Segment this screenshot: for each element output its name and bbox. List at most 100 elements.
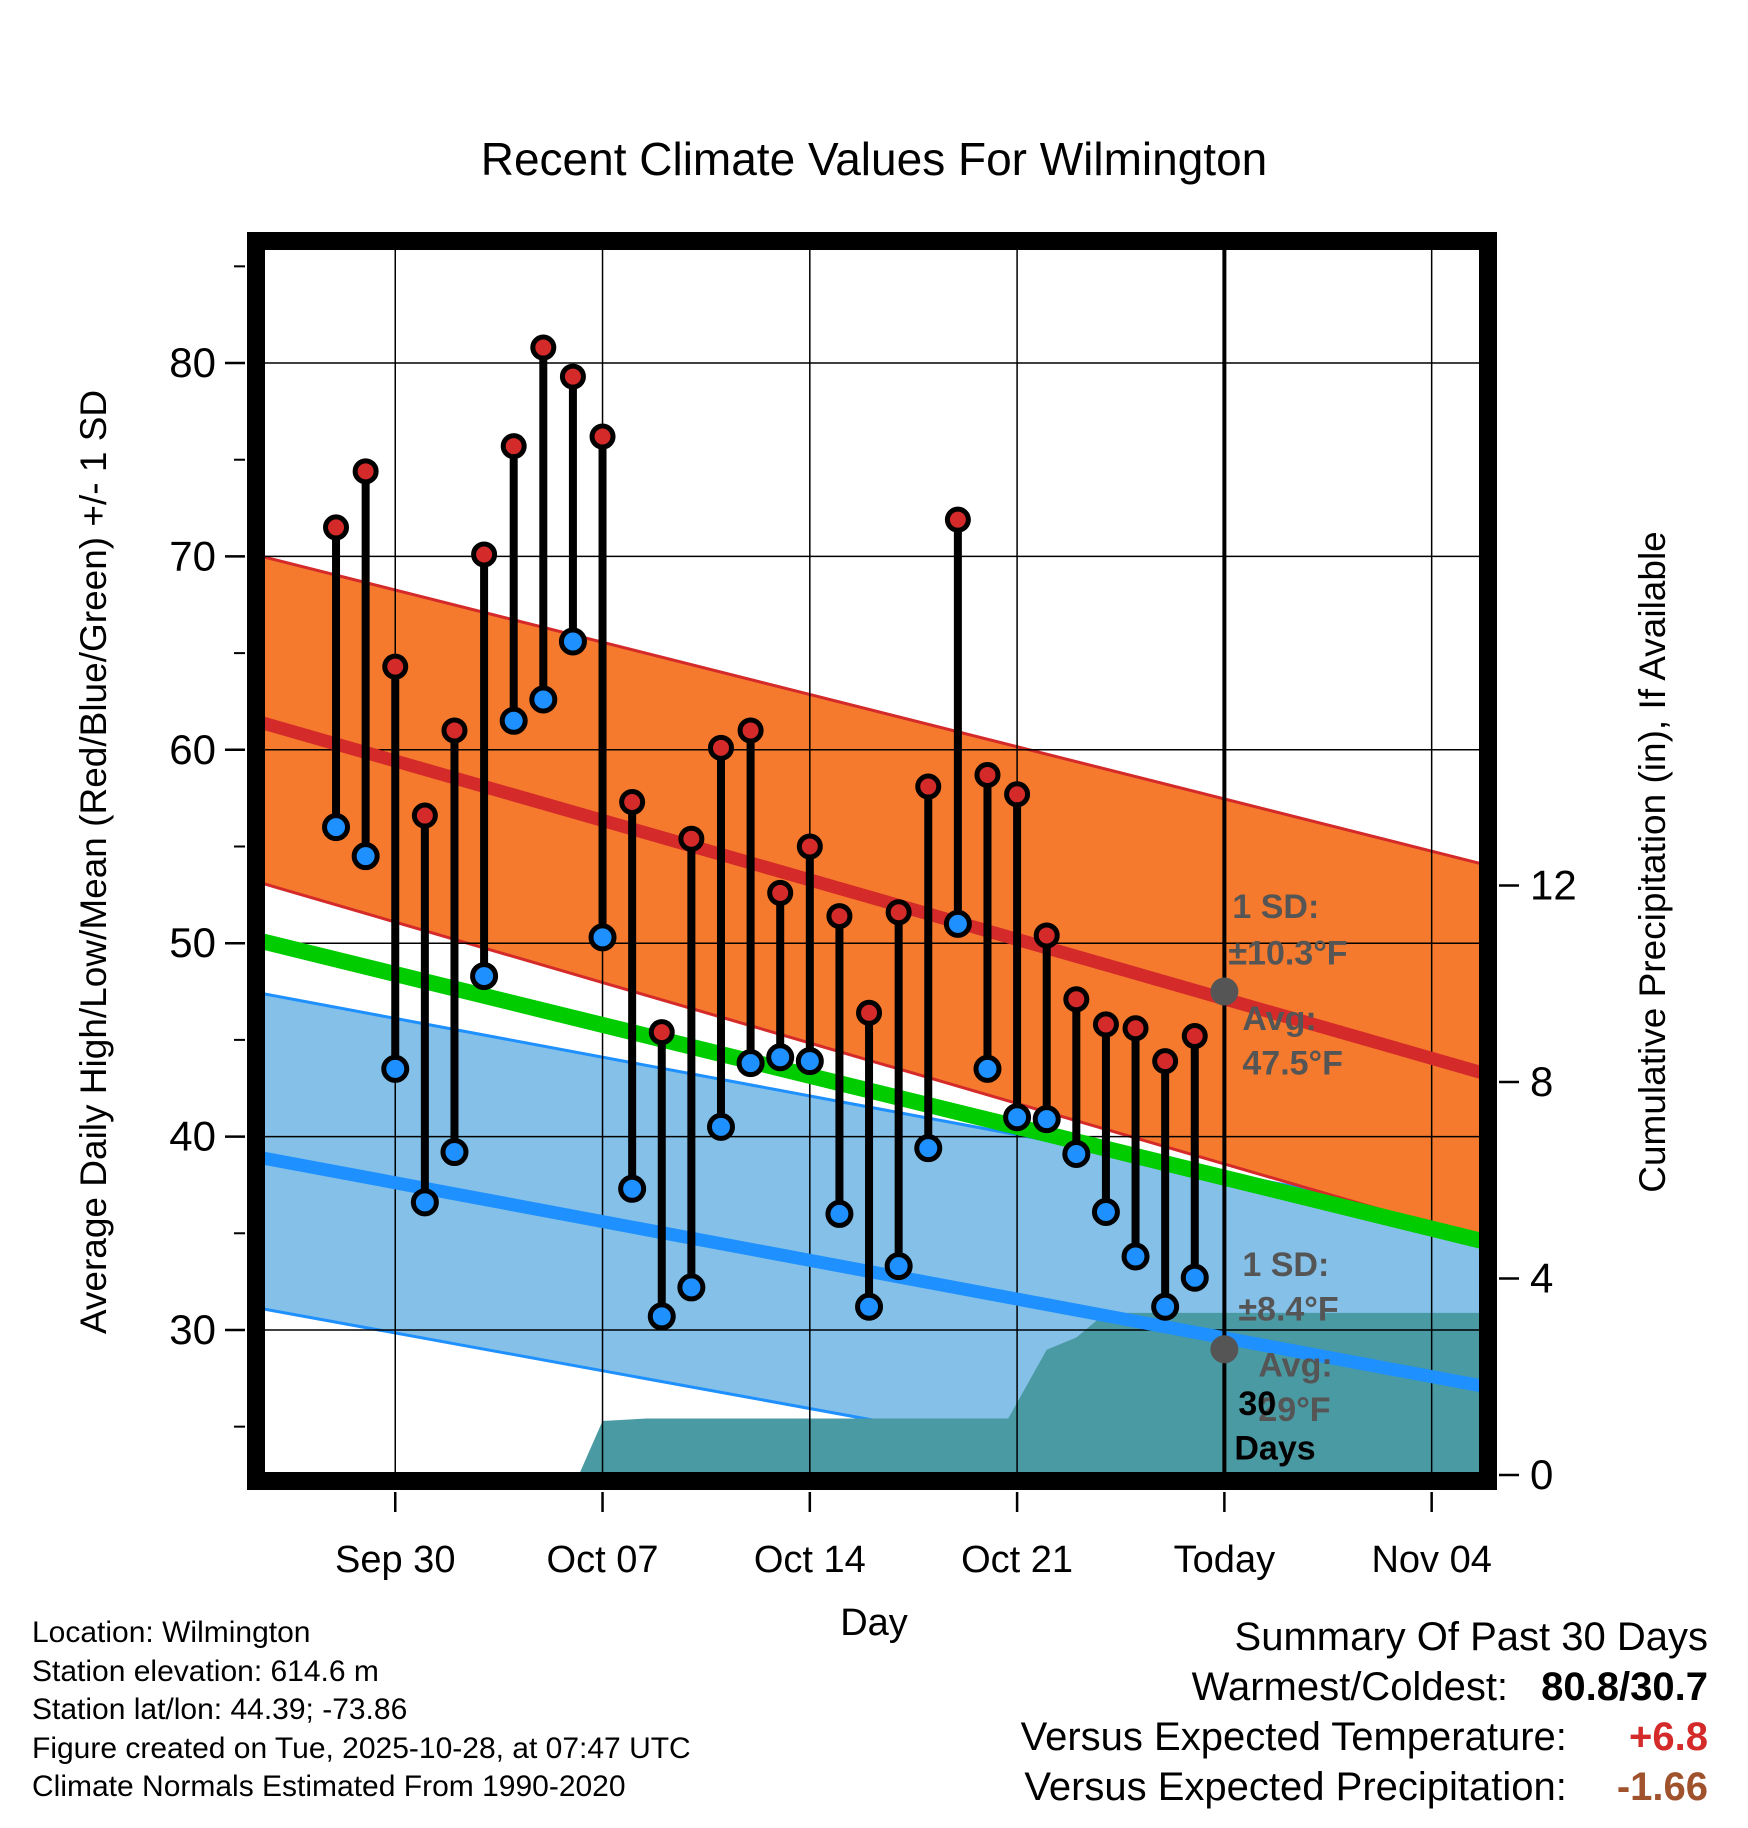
daily-low-point xyxy=(647,1302,676,1331)
daily-high-point xyxy=(1004,781,1031,808)
y-left-tick-label: 50 xyxy=(169,919,216,966)
y-right-tick-label: 0 xyxy=(1530,1451,1553,1498)
daily-high-point xyxy=(441,717,468,744)
daily-low-point xyxy=(588,923,617,952)
low-avg-label: Avg: xyxy=(1258,1346,1332,1384)
y-right-tick-label: 12 xyxy=(1530,862,1577,909)
daily-high-point xyxy=(648,1019,675,1046)
daily-low-point xyxy=(1062,1139,1091,1168)
daily-low-point xyxy=(1180,1263,1209,1292)
info-normals: Climate Normals Estimated From 1990-2020 xyxy=(32,1770,626,1803)
daily-low-point xyxy=(855,1292,884,1321)
daily-high-point xyxy=(944,506,971,533)
daily-high-point xyxy=(1033,922,1060,949)
y-axis-label-right: Cumulative Precipitation (in), If Availa… xyxy=(1632,531,1673,1193)
chart-title: Recent Climate Values For Wilmington xyxy=(481,133,1268,185)
daily-low-point xyxy=(1091,1197,1120,1226)
summary-panel: Summary Of Past 30 Days Warmest/Coldest:… xyxy=(1021,1612,1708,1812)
x-tick-label: Oct 14 xyxy=(754,1539,866,1581)
y-left-tick-label: 60 xyxy=(169,726,216,773)
daily-high-point xyxy=(559,363,586,390)
daily-low-point xyxy=(677,1273,706,1302)
summary-precip: Versus Expected Precipitation: -1.66 xyxy=(1021,1762,1708,1812)
daily-low-point xyxy=(706,1112,735,1141)
low-avg-value: 29°F xyxy=(1258,1391,1330,1429)
high-sd-value: ±10.3°F xyxy=(1228,934,1347,972)
daily-low-point xyxy=(351,842,380,871)
precip-label: Versus Expected Precipitation: xyxy=(1024,1765,1567,1809)
y-right-tick-label: 4 xyxy=(1530,1255,1553,1302)
daily-high-point xyxy=(589,423,616,450)
daily-high-point xyxy=(352,458,379,485)
daily-low-point xyxy=(943,909,972,938)
daily-low-point xyxy=(322,813,351,842)
daily-high-point xyxy=(1063,986,1090,1013)
high-avg-today-point xyxy=(1210,977,1239,1006)
daily-low-point xyxy=(381,1054,410,1083)
daily-low-point xyxy=(795,1047,824,1076)
high-band-upper-edge xyxy=(262,554,1482,866)
daily-low-point xyxy=(410,1188,439,1217)
daily-low-point xyxy=(529,685,558,714)
daily-high-point xyxy=(915,773,942,800)
station-info: Location: Wilmington Station elevation: … xyxy=(32,1614,691,1807)
plot-frame xyxy=(247,232,1497,1490)
daily-low-point xyxy=(973,1054,1002,1083)
daily-low-point xyxy=(1151,1292,1180,1321)
daily-low-point xyxy=(1003,1103,1032,1132)
low-sd-label: 1 SD: xyxy=(1242,1246,1329,1284)
x-tick-label: Sep 30 xyxy=(335,1539,455,1581)
daily-high-point xyxy=(767,879,794,906)
low-avg-today-point xyxy=(1210,1335,1239,1364)
x-tick-label: Oct 07 xyxy=(547,1539,659,1581)
daily-low-point xyxy=(558,627,587,656)
daily-low-point xyxy=(825,1199,854,1228)
high-normal-line xyxy=(262,716,1482,1080)
high-sd-label: 1 SD: xyxy=(1232,888,1319,926)
y-left-tick-label: 40 xyxy=(169,1113,216,1160)
daily-low-point xyxy=(470,962,499,991)
daily-high-point xyxy=(323,514,350,541)
daily-low-point xyxy=(440,1138,469,1167)
y-left-tick-label: 70 xyxy=(169,532,216,579)
daily-low-point xyxy=(914,1134,943,1163)
period-label-days: Days xyxy=(1234,1430,1315,1468)
warm-cold-value: 80.8/30.7 xyxy=(1541,1665,1708,1709)
daily-low-point xyxy=(766,1043,795,1072)
daily-low-point xyxy=(884,1252,913,1281)
daily-low-point xyxy=(499,706,528,735)
daily-high-point xyxy=(707,734,734,761)
daily-high-point xyxy=(382,653,409,680)
y-axis-label-left: Average Daily High/Low/Mean (Red/Blue/Gr… xyxy=(73,390,114,1334)
warm-cold-label: Warmest/Coldest: xyxy=(1191,1665,1509,1709)
high-avg-label: Avg: xyxy=(1242,1000,1316,1038)
info-latlon: Station lat/lon: 44.39; -73.86 xyxy=(32,1693,408,1726)
info-elevation: Station elevation: 614.6 m xyxy=(32,1654,379,1688)
low-sd-value: ±8.4°F xyxy=(1238,1290,1338,1328)
period-label: 30 xyxy=(1238,1385,1276,1423)
y-right-tick-label: 8 xyxy=(1530,1058,1553,1105)
daily-high-point xyxy=(1152,1048,1179,1075)
temp-value: +6.8 xyxy=(1629,1715,1708,1759)
info-location: Location: Wilmington xyxy=(32,1616,311,1649)
y-left-tick-label: 80 xyxy=(169,339,216,386)
summary-warm-cold: Warmest/Coldest: 80.8/30.7 xyxy=(1021,1662,1708,1712)
y-left-tick-label: 30 xyxy=(169,1306,216,1353)
daily-high-point xyxy=(411,802,438,829)
daily-high-point xyxy=(678,825,705,852)
summary-title: Summary Of Past 30 Days xyxy=(1234,1615,1708,1659)
daily-high-point xyxy=(974,761,1001,788)
daily-low-point xyxy=(618,1174,647,1203)
daily-high-point xyxy=(530,334,557,361)
x-axis-label: Day xyxy=(840,1602,908,1644)
precip-area xyxy=(262,1312,1482,1475)
high-avg-value: 47.5°F xyxy=(1242,1045,1343,1083)
precip-value: -1.66 xyxy=(1616,1765,1708,1809)
daily-high-point xyxy=(826,903,853,930)
daily-high-point xyxy=(500,433,527,460)
x-tick-label: Oct 21 xyxy=(961,1539,1073,1581)
daily-high-point xyxy=(471,541,498,568)
daily-high-point xyxy=(619,789,646,816)
temp-label: Versus Expected Temperature: xyxy=(1020,1715,1567,1759)
